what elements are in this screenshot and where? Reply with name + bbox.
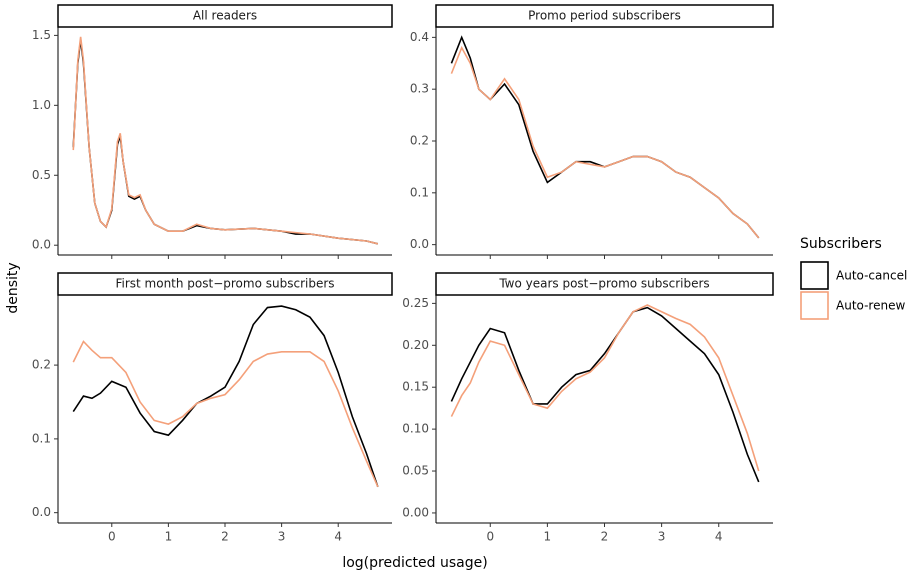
legend-label: Auto-renew: [836, 299, 905, 313]
x-tick-label: 3: [658, 530, 666, 544]
y-tick-label: 0.5: [32, 168, 51, 182]
strip: [57, 4, 393, 28]
y-tick-label: 0.15: [402, 380, 429, 394]
density-line: [72, 340, 379, 488]
x-tick-label: 4: [715, 530, 723, 544]
x-tick-label: 1: [165, 530, 173, 544]
x-tick-label: 0: [486, 530, 494, 544]
y-tick-label: 0.05: [402, 464, 429, 478]
y-tick-label: 0.4: [410, 30, 429, 44]
y-tick-label: 0.25: [402, 296, 429, 310]
x-tick-label: 2: [221, 530, 229, 544]
density-line: [450, 304, 760, 472]
y-tick-label: 0.20: [402, 338, 429, 352]
legend-label: Auto-cancel: [836, 269, 907, 283]
legend-key: [800, 291, 829, 320]
legend-key: [800, 261, 829, 290]
density-line: [72, 39, 379, 245]
strip: [435, 4, 774, 28]
strip-title: First month post−promo subscribers: [115, 277, 334, 291]
y-tick-label: 0.0: [410, 237, 429, 251]
y-tick-label: 0.00: [402, 505, 429, 519]
legend-title: Subscribers: [800, 236, 882, 252]
y-tick-label: 0.3: [410, 82, 429, 96]
strip: [57, 272, 393, 296]
y-tick-label: 0.1: [32, 431, 51, 445]
y-tick-label: 0.10: [402, 422, 429, 436]
density-line: [72, 36, 379, 245]
y-tick-label: 1.0: [32, 98, 51, 112]
x-tick-label: 4: [334, 530, 342, 544]
y-tick-label: 0.2: [32, 358, 51, 372]
density-line: [450, 45, 760, 239]
density-line: [450, 306, 760, 483]
y-tick-label: 1.5: [32, 28, 51, 42]
y-tick-label: 0.0: [32, 238, 51, 252]
density-line: [450, 35, 760, 239]
density-line: [72, 305, 379, 488]
strip-title: Two years post−promo subscribers: [498, 277, 709, 291]
x-axis-title: log(predicted usage): [342, 555, 487, 571]
strip: [435, 272, 774, 296]
x-tick-label: 3: [278, 530, 286, 544]
x-tick-label: 2: [601, 530, 609, 544]
x-tick-label: 1: [544, 530, 552, 544]
y-tick-label: 0.0: [32, 505, 51, 519]
y-tick-label: 0.1: [410, 185, 429, 199]
x-tick-label: 0: [108, 530, 116, 544]
strip-title: Promo period subscribers: [528, 9, 681, 23]
strip-title: All readers: [193, 9, 257, 23]
y-axis-title: density: [5, 262, 21, 313]
y-tick-label: 0.2: [410, 134, 429, 148]
